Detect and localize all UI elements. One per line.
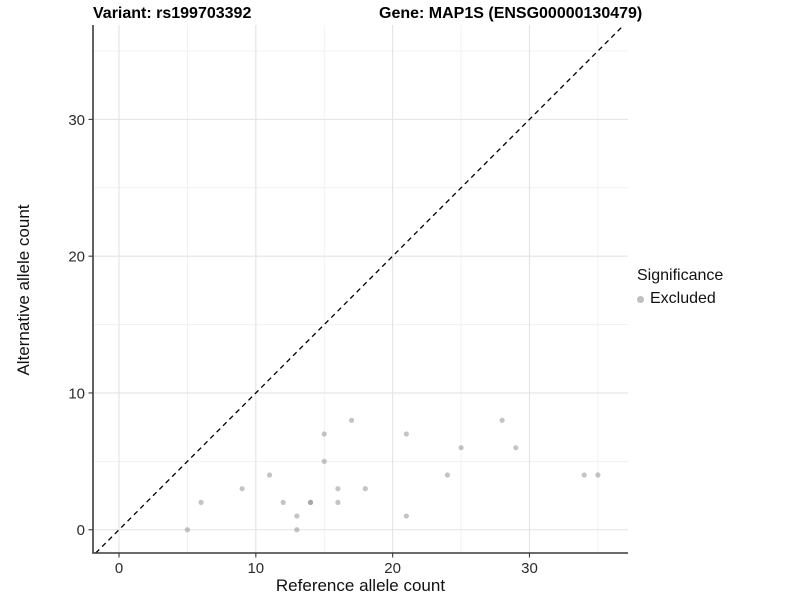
legend-item-excluded: Excluded [637,289,723,310]
data-point [294,513,300,519]
y-tick-label: 30 [68,112,85,129]
legend-title: Significance [637,267,724,284]
data-point [239,486,245,492]
data-point [335,486,341,492]
data-point [403,513,409,519]
gene-title: Gene: MAP1S (ENSG00000130479) [379,5,643,22]
x-tick-label: 30 [521,560,538,577]
legend: Significance Excluded [637,266,723,310]
data-point [499,417,505,423]
data-point [513,445,519,451]
grid-major [93,25,628,553]
data-point [321,431,327,437]
data-point [280,499,286,505]
y-tick-label: 0 [77,522,85,539]
data-point [198,499,204,505]
legend-point-icon [637,295,644,303]
data-point [581,472,587,478]
data-point [362,486,368,492]
identity-line [95,24,625,554]
x-tick-label: 0 [115,560,123,577]
y-axis-title: Alternative allele count [14,204,33,376]
legend-item-label: Excluded [650,289,716,307]
y-tick-label: 20 [68,249,85,266]
axis-lines [92,25,628,554]
grid-minor [93,25,628,553]
x-axis-title: Reference allele count [275,576,446,595]
data-point [321,458,327,464]
data-point [403,431,409,437]
data-point [595,472,601,478]
data-point [307,499,314,505]
variant-title: Variant: rs199703392 [93,5,252,22]
axis-ticks [88,118,531,558]
data-point [444,472,450,478]
data-point [349,417,355,423]
x-tick-label: 20 [384,560,401,577]
data-point [294,527,300,533]
y-tick-label: 10 [68,385,85,402]
data-point [458,445,464,451]
points-layer [184,417,601,533]
data-point [335,499,341,505]
data-point [184,527,191,533]
tick-labels: 0 10 20 30 0 10 20 30 [68,112,538,577]
x-tick-label: 10 [247,560,264,577]
data-point [266,472,273,478]
